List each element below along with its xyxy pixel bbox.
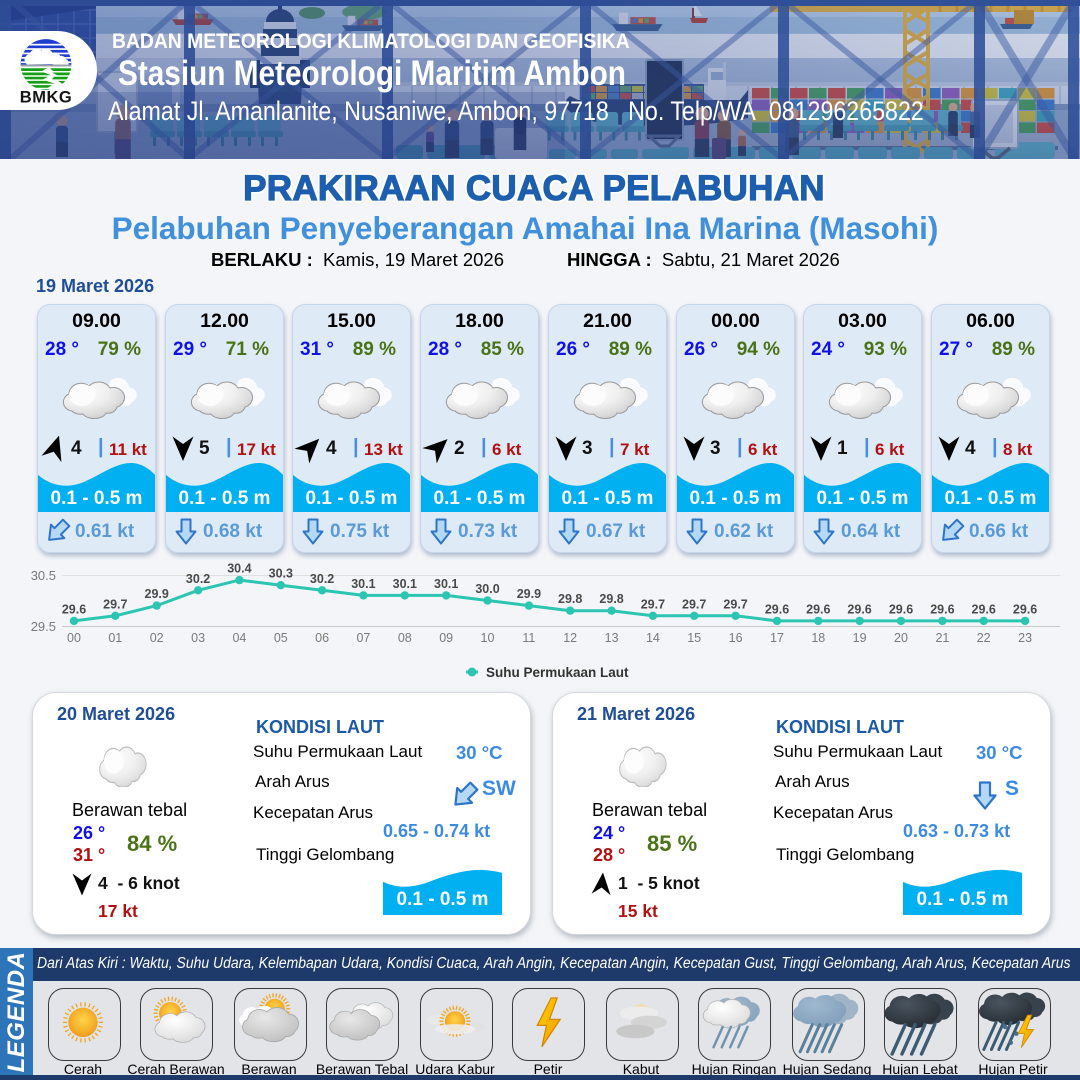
svg-text:23: 23 (1018, 631, 1032, 645)
svg-text:17: 17 (770, 631, 784, 645)
svg-text:04: 04 (232, 631, 246, 645)
svg-text:BMKG: BMKG (20, 89, 72, 107)
svg-text:21: 21 (935, 631, 949, 645)
svg-text:00: 00 (67, 631, 81, 645)
svg-text:13: 13 (605, 631, 619, 645)
svg-text:29.8: 29.8 (558, 592, 582, 606)
svg-text:11: 11 (522, 631, 535, 645)
svg-text:30.0: 30.0 (475, 582, 499, 596)
svg-text:29.6: 29.6 (930, 602, 954, 616)
svg-text:29.7: 29.7 (103, 597, 127, 611)
svg-text:30.3: 30.3 (269, 567, 293, 581)
svg-text:29.6: 29.6 (1013, 602, 1037, 616)
svg-text:01: 01 (108, 631, 122, 645)
svg-text:29.9: 29.9 (145, 587, 169, 601)
svg-text:30.4: 30.4 (227, 562, 251, 576)
svg-text:29.8: 29.8 (599, 592, 623, 606)
svg-text:29.6: 29.6 (889, 602, 913, 616)
svg-text:Suhu Permukaan Laut: Suhu Permukaan Laut (486, 665, 629, 680)
svg-text:07: 07 (356, 631, 370, 645)
svg-text:30.5: 30.5 (31, 568, 56, 583)
svg-text:06: 06 (315, 631, 329, 645)
svg-text:15: 15 (687, 631, 701, 645)
svg-text:30.1: 30.1 (351, 577, 375, 591)
svg-text:29.7: 29.7 (682, 597, 706, 611)
svg-text:29.6: 29.6 (847, 602, 871, 616)
svg-text:20: 20 (894, 631, 908, 645)
svg-text:02: 02 (150, 631, 164, 645)
svg-text:10: 10 (481, 631, 495, 645)
svg-text:14: 14 (646, 631, 660, 645)
svg-text:29.9: 29.9 (517, 587, 541, 601)
svg-text:29.6: 29.6 (972, 602, 996, 616)
svg-text:29.6: 29.6 (62, 602, 86, 616)
svg-text:03: 03 (191, 631, 205, 645)
svg-text:09: 09 (439, 631, 453, 645)
svg-text:29.6: 29.6 (806, 602, 830, 616)
svg-text:19: 19 (853, 631, 867, 645)
svg-text:30.2: 30.2 (186, 572, 210, 586)
svg-text:05: 05 (274, 631, 288, 645)
svg-text:30.1: 30.1 (393, 577, 417, 591)
svg-text:29.6: 29.6 (765, 602, 789, 616)
svg-text:22: 22 (977, 631, 991, 645)
svg-text:18: 18 (811, 631, 825, 645)
svg-text:08: 08 (398, 631, 412, 645)
svg-text:29.7: 29.7 (641, 597, 665, 611)
svg-text:30.1: 30.1 (434, 577, 458, 591)
svg-text:29.7: 29.7 (723, 597, 747, 611)
svg-text:12: 12 (563, 631, 577, 645)
svg-text:30.2: 30.2 (310, 572, 334, 586)
svg-text:16: 16 (729, 631, 743, 645)
svg-text:29.5: 29.5 (31, 619, 56, 634)
